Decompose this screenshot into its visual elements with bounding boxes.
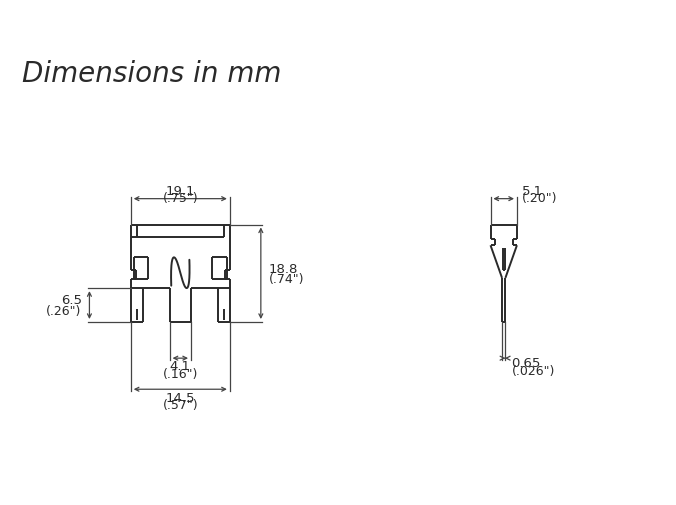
Text: (.75"): (.75")	[162, 192, 198, 205]
Text: 18.8: 18.8	[268, 262, 298, 275]
Text: 5.1: 5.1	[522, 185, 544, 198]
Text: (.026"): (.026")	[512, 364, 555, 377]
Text: (.57"): (.57")	[162, 398, 198, 412]
Text: 6.5: 6.5	[61, 294, 82, 307]
Text: (.74"): (.74")	[268, 272, 304, 285]
Text: (.26"): (.26")	[46, 304, 82, 317]
Text: (.20"): (.20")	[522, 192, 558, 205]
Text: 4.1: 4.1	[170, 360, 191, 373]
Text: Dimensions in mm: Dimensions in mm	[22, 60, 281, 88]
Text: (.16"): (.16")	[163, 368, 198, 380]
Text: 0.65: 0.65	[512, 356, 541, 369]
Text: 14.5: 14.5	[166, 391, 195, 403]
Text: 19.1: 19.1	[166, 185, 195, 198]
